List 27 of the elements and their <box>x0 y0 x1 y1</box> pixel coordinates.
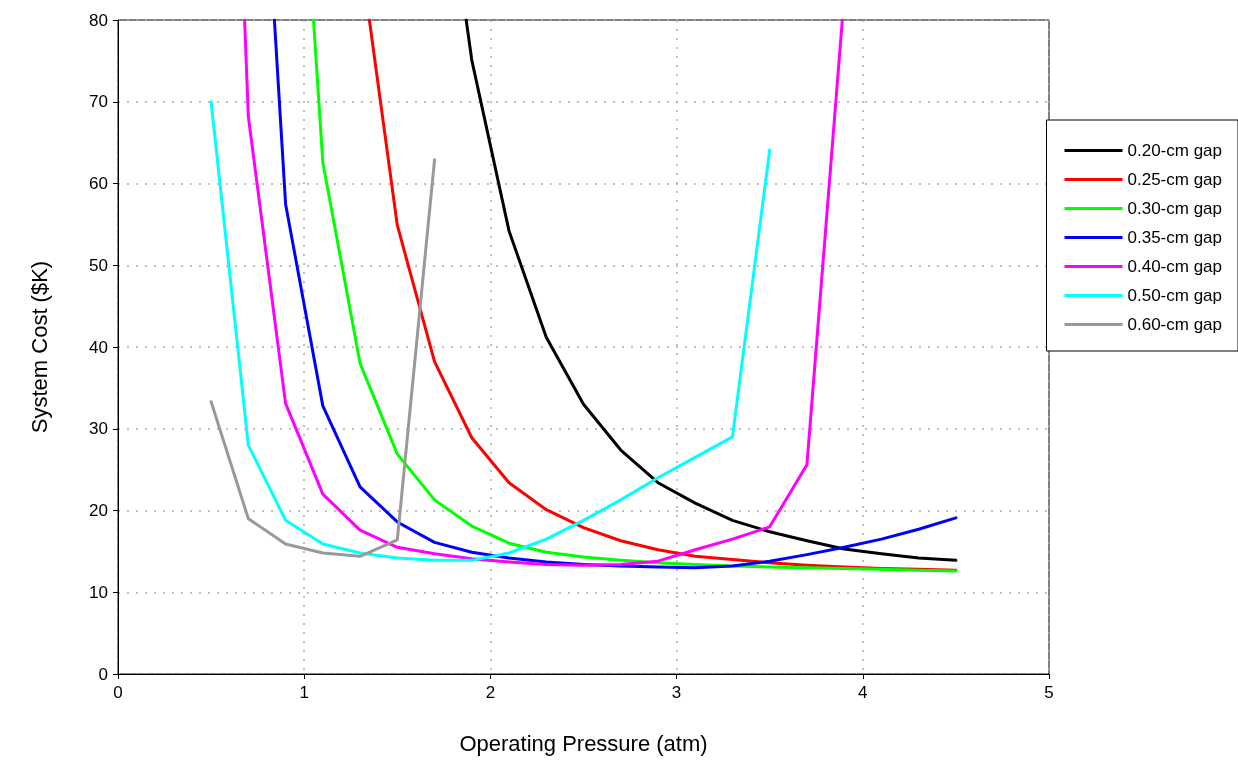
legend-label: 0.20-cm gap <box>1127 141 1222 160</box>
x-tick-label: 5 <box>1044 683 1054 702</box>
line-series <box>209 158 437 558</box>
legend-label: 0.40-cm gap <box>1127 257 1222 276</box>
legend-label: 0.60-cm gap <box>1127 315 1222 334</box>
y-tick-label: 20 <box>89 501 108 520</box>
line-series <box>243 18 844 567</box>
y-tick-label: 60 <box>89 174 108 193</box>
x-tick-label: 0 <box>113 683 123 702</box>
x-tick-label: 4 <box>858 683 868 702</box>
line-series <box>209 100 772 562</box>
legend-label: 0.25-cm gap <box>1127 170 1222 189</box>
y-tick-label: 0 <box>98 664 108 684</box>
y-axis-title: System Cost ($K) <box>26 260 52 434</box>
y-tick-label: 30 <box>89 419 108 439</box>
legend-label: 0.30-cm gap <box>1127 199 1222 218</box>
x-tick-label: 1 <box>299 683 309 702</box>
y-tick-label: 10 <box>89 582 108 602</box>
x-tick-label: 3 <box>671 683 682 702</box>
y-tick-label: 80 <box>89 10 108 30</box>
x-tick-label: 2 <box>485 683 496 702</box>
legend-label: 0.50-cm gap <box>1127 286 1222 305</box>
y-tick-label: 40 <box>89 337 108 357</box>
legend-label: 0.35-cm gap <box>1127 228 1222 247</box>
y-tick-label: 70 <box>89 92 108 112</box>
y-tick-label: 50 <box>89 255 108 275</box>
x-axis-title: Operating Pressure (atm) <box>459 730 708 756</box>
